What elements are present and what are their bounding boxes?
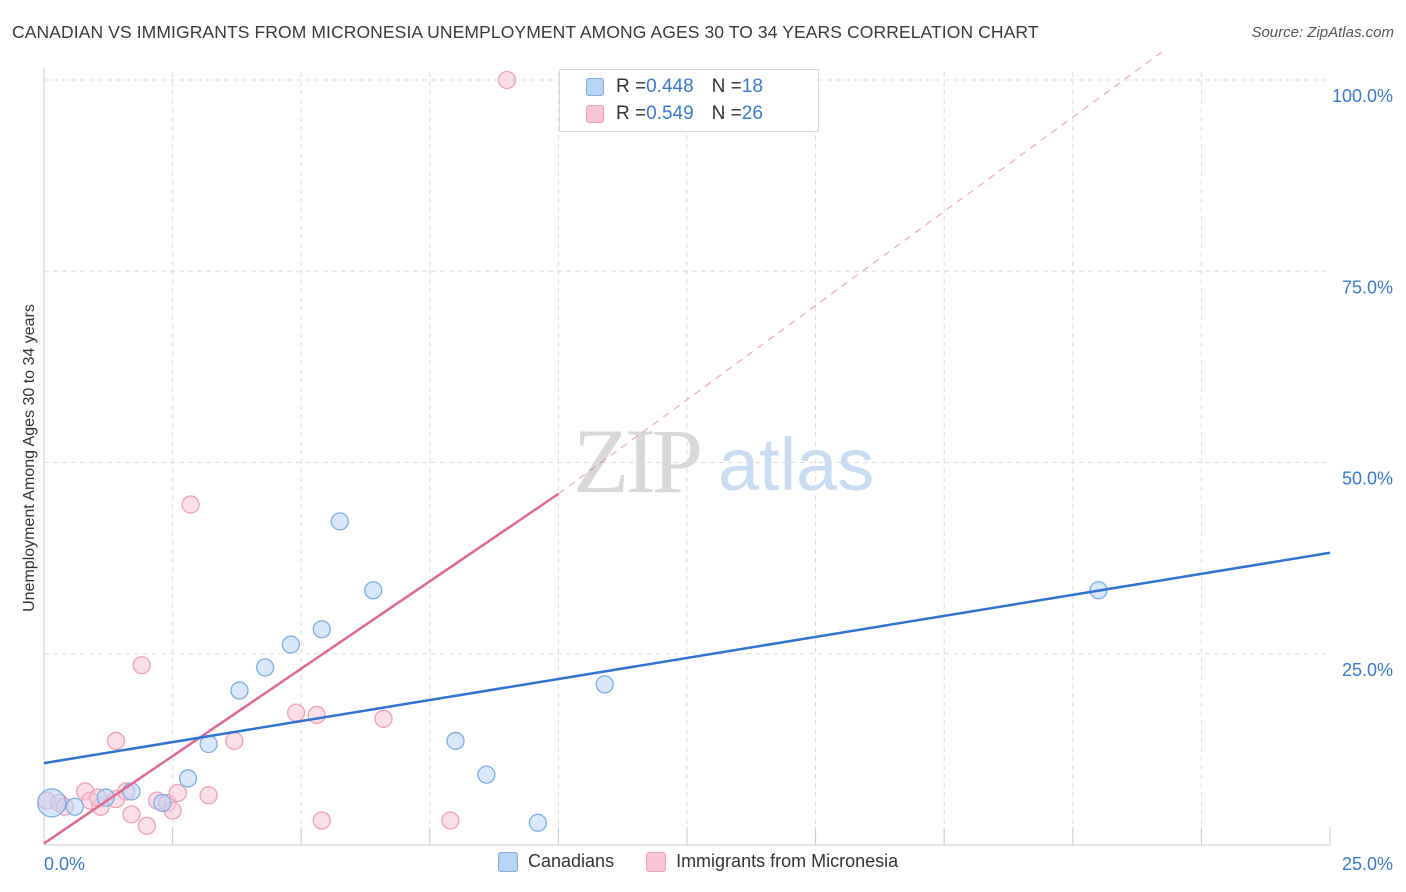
- micronesia-point: [312, 811, 331, 830]
- watermark-atlas: atlas: [718, 423, 874, 506]
- canadians-point: [96, 788, 115, 807]
- legend-n-label: N =: [711, 76, 742, 97]
- canadians-point: [477, 765, 496, 784]
- correlation-legend: R = 0.448 N = 18 R = 0.549 N = 26: [559, 69, 819, 132]
- canadians-point: [65, 797, 85, 816]
- chart-title: CANADIAN VS IMMIGRANTS FROM MICRONESIA U…: [12, 22, 1039, 42]
- x-tick-label: 0.0%: [44, 854, 85, 874]
- canadians-point: [330, 512, 349, 531]
- y-axis-label: Unemployment Among Ages 30 to 34 years: [21, 304, 38, 612]
- micronesia-point: [286, 703, 306, 722]
- micronesia-point: [122, 805, 141, 824]
- legend-n-value: 26: [741, 103, 763, 124]
- legend-item-micronesia[interactable]: Immigrants from Micronesia: [646, 851, 898, 872]
- micronesia-point: [374, 709, 393, 728]
- micronesia-point: [497, 70, 517, 90]
- canadians-point: [178, 769, 198, 788]
- series-legend: Canadians Immigrants from Micronesia: [498, 851, 930, 872]
- y-tick-label: 50.0%: [1342, 469, 1393, 489]
- legend-r-value: 0.549: [646, 103, 694, 124]
- legend-row-canadians: R = 0.448 N = 18: [586, 75, 763, 99]
- micronesia-point: [441, 811, 460, 830]
- canadians-trend-line: [43, 551, 1331, 765]
- canadians-point: [595, 675, 614, 694]
- micronesia-point: [181, 495, 200, 514]
- legend-item-canadians[interactable]: Canadians: [498, 851, 614, 872]
- micronesia-point: [225, 731, 244, 751]
- legend-r-label: R =: [616, 103, 647, 124]
- legend-label-micronesia: Immigrants from Micronesia: [676, 851, 899, 871]
- micronesia-point: [168, 783, 187, 803]
- legend-label-canadians: Canadians: [528, 851, 615, 871]
- y-tick-label: 25.0%: [1342, 660, 1393, 680]
- legend-r-value: 0.448: [646, 76, 694, 97]
- canadians-point: [281, 635, 301, 654]
- canadians-point: [153, 793, 172, 813]
- legend-swatch-micronesia: [646, 851, 667, 872]
- canadians-point: [364, 581, 383, 600]
- x-tick-label: 25.0%: [1342, 854, 1393, 874]
- canadians-point: [37, 788, 67, 818]
- canadians-point: [528, 813, 547, 832]
- legend-row-micronesia: R = 0.549 N = 26: [586, 102, 763, 126]
- legend-swatch-canadians: [498, 851, 518, 872]
- source-label: Source: ZipAtlas.com: [1251, 24, 1394, 41]
- legend-r-label: R =: [616, 76, 647, 97]
- micronesia-point: [132, 656, 151, 675]
- legend-n-label: N =: [711, 103, 742, 124]
- y-tick-label: 100.0%: [1332, 86, 1393, 106]
- legend-swatch-canadians: [586, 78, 604, 96]
- y-tick-label: 75.0%: [1342, 277, 1393, 297]
- micronesia-point: [199, 786, 218, 805]
- legend-swatch-micronesia: [586, 105, 604, 123]
- micronesia-point: [137, 816, 157, 836]
- canadians-point: [446, 731, 465, 751]
- micronesia-point: [106, 731, 126, 751]
- legend-n-value: 18: [741, 76, 763, 97]
- canadians-point: [256, 658, 275, 677]
- micronesia-trend-line: [43, 492, 560, 845]
- canadians-point: [312, 620, 331, 639]
- micronesia-trend-extension: [558, 48, 1166, 495]
- micronesia-point: [307, 705, 326, 725]
- canadians-point: [230, 681, 249, 700]
- watermark-zip: ZIP: [573, 410, 700, 512]
